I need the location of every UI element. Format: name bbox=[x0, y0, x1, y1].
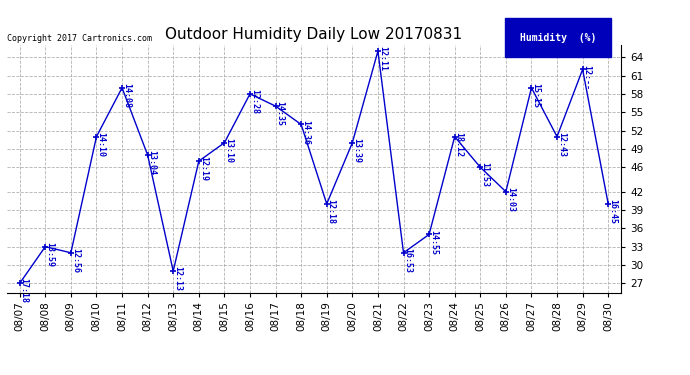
Text: 12:--: 12:-- bbox=[582, 64, 591, 90]
Text: 12:43: 12:43 bbox=[557, 132, 566, 157]
Text: 12:11: 12:11 bbox=[378, 46, 387, 71]
Text: 15:15: 15:15 bbox=[531, 83, 540, 108]
Text: Copyright 2017 Cartronics.com: Copyright 2017 Cartronics.com bbox=[7, 33, 152, 42]
Text: 14:03: 14:03 bbox=[506, 187, 515, 212]
Text: 12:13: 12:13 bbox=[173, 266, 182, 291]
Text: 12:18: 12:18 bbox=[327, 199, 336, 224]
Text: 13:59: 13:59 bbox=[46, 242, 55, 267]
Text: 13:04: 13:04 bbox=[148, 150, 157, 175]
Text: 12:28: 12:28 bbox=[250, 89, 259, 114]
Text: Humidity  (%): Humidity (%) bbox=[520, 33, 596, 42]
Text: 16:53: 16:53 bbox=[404, 248, 413, 273]
Text: 14:36: 14:36 bbox=[301, 120, 310, 144]
Text: 14:55: 14:55 bbox=[429, 230, 438, 255]
Text: 16:45: 16:45 bbox=[608, 199, 618, 224]
Text: 17:18: 17:18 bbox=[20, 279, 29, 303]
Text: 18:12: 18:12 bbox=[455, 132, 464, 157]
Title: Outdoor Humidity Daily Low 20170831: Outdoor Humidity Daily Low 20170831 bbox=[166, 27, 462, 42]
Text: 12:19: 12:19 bbox=[199, 156, 208, 181]
Text: 14:08: 14:08 bbox=[122, 83, 131, 108]
Text: 11:53: 11:53 bbox=[480, 162, 489, 188]
Text: 14:10: 14:10 bbox=[97, 132, 106, 157]
Text: 12:56: 12:56 bbox=[71, 248, 80, 273]
Text: 13:39: 13:39 bbox=[353, 138, 362, 163]
Text: 13:10: 13:10 bbox=[224, 138, 233, 163]
Text: 14:35: 14:35 bbox=[275, 101, 284, 126]
